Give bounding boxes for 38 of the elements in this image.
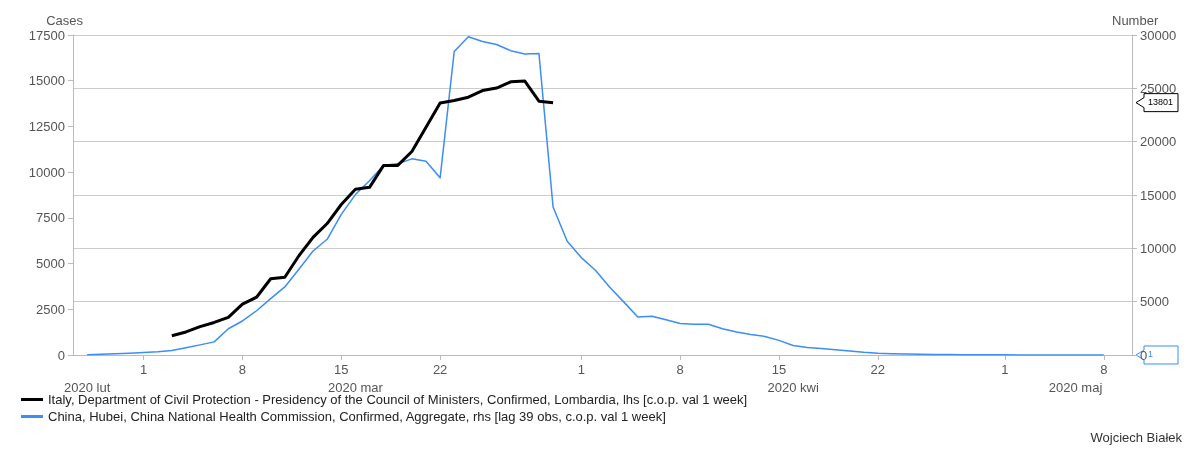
x2-tick-label: 2020 lut bbox=[63, 380, 111, 395]
y-tick-label: 15000 bbox=[28, 73, 65, 89]
y-tick-label: 10000 bbox=[28, 164, 65, 180]
x-tick-label: 1 bbox=[577, 362, 585, 377]
x-tick-label: 8 bbox=[238, 362, 247, 377]
y-tick-label: 5000 bbox=[36, 256, 65, 272]
y2-tick-label: 5000 bbox=[1140, 294, 1169, 310]
text: 1 bbox=[1148, 349, 1154, 360]
x-tick-label: 15 bbox=[771, 362, 787, 377]
y-tick-label: 17500 bbox=[28, 27, 65, 43]
y-tick-label: 12500 bbox=[28, 118, 65, 134]
y2-tick-label: 0 bbox=[1140, 347, 1148, 363]
text: 13801 bbox=[1148, 97, 1174, 108]
y2-axis-title: Number bbox=[1112, 13, 1159, 28]
y-axis-title: Cases bbox=[46, 13, 84, 28]
line-series bbox=[170, 79, 555, 338]
x2-tick-label: 2020 mar bbox=[327, 380, 384, 395]
legend-label: Italy, Department of Civil Protection - Presidency of the Council of Ministers, Confirmed, Lombardia, lhs [c.o.p. val 1 week] bbox=[48, 392, 748, 407]
x-tick-label: 8 bbox=[1100, 362, 1108, 377]
x-tick-label: 1 bbox=[1001, 362, 1009, 377]
legend-label: China, Hubei, China National Health Commission, Confirmed, Aggregate, rhs [lag 39 obs, c.o.p. val 1 week] bbox=[48, 409, 666, 424]
y-tick-label: 2500 bbox=[36, 301, 65, 317]
y2-tick-label: 10000 bbox=[1140, 240, 1177, 256]
x-tick-label: 8 bbox=[676, 362, 684, 377]
x-tick-label: 15 bbox=[334, 362, 349, 377]
x-tick-label: 1 bbox=[139, 362, 148, 377]
x2-tick-label: 2020 maj bbox=[1048, 380, 1103, 395]
text: Wojciech Białek bbox=[1090, 430, 1183, 445]
y-tick-label: 7500 bbox=[36, 210, 65, 226]
x2-tick-label: 2020 kwi bbox=[767, 380, 819, 395]
y2-tick-label: 25000 bbox=[1140, 80, 1177, 96]
x-tick-label: 22 bbox=[870, 362, 886, 377]
y-tick-label: 0 bbox=[57, 347, 65, 363]
y2-tick-label: 20000 bbox=[1140, 134, 1177, 150]
line-series bbox=[86, 35, 1105, 356]
y2-tick-label: 15000 bbox=[1140, 187, 1177, 203]
x-tick-label: 22 bbox=[432, 362, 448, 377]
y2-tick-label: 30000 bbox=[1140, 27, 1177, 43]
